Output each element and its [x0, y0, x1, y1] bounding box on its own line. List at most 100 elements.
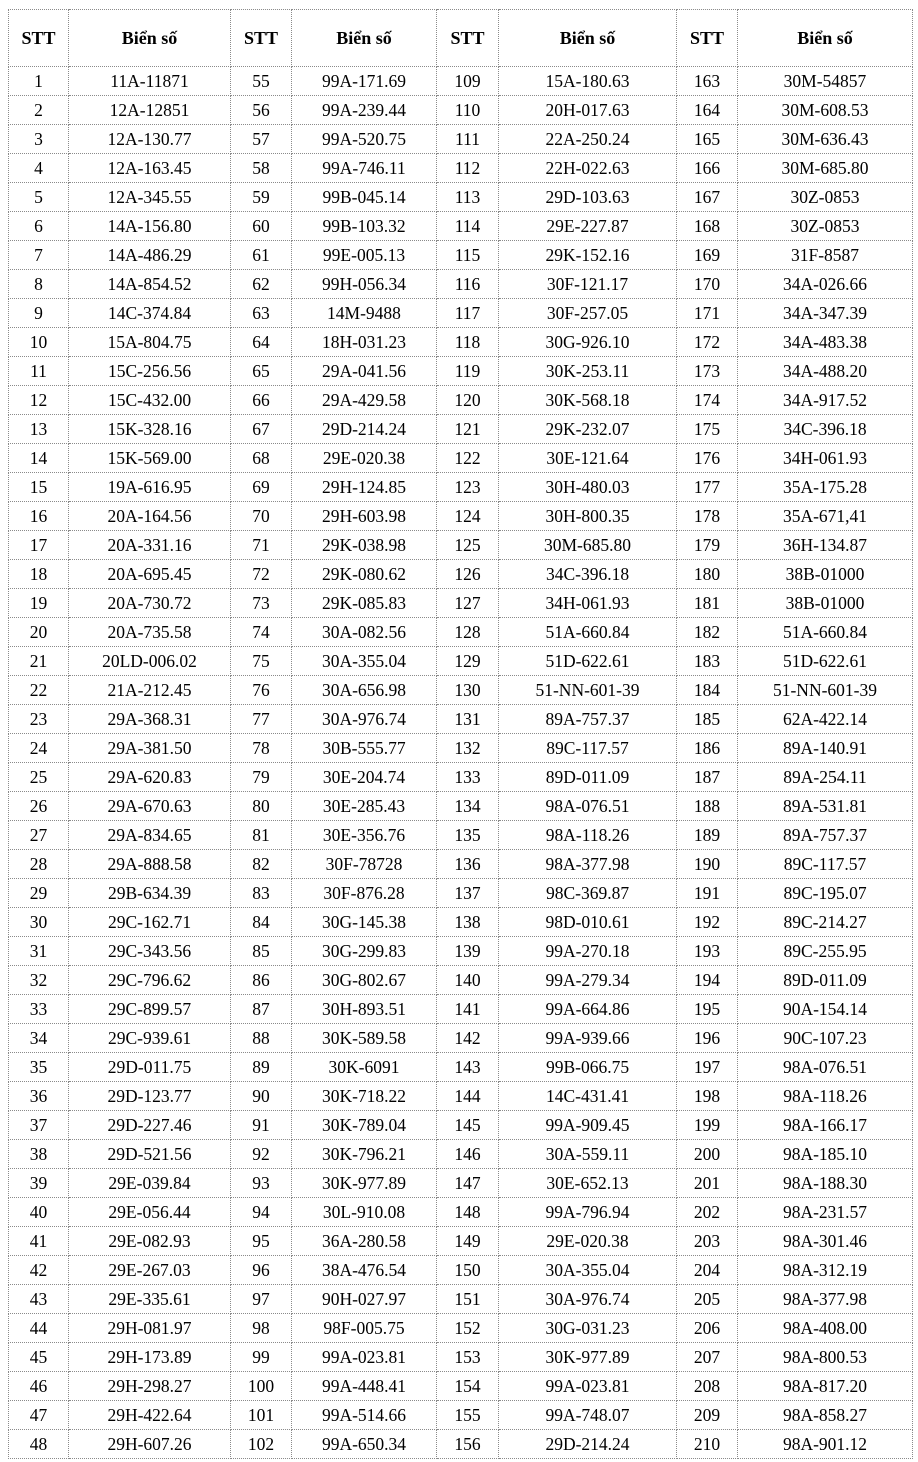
stt-cell: 146	[436, 1139, 499, 1169]
plate-cell: 30K-6091	[291, 1052, 437, 1082]
stt-cell: 56	[230, 95, 292, 125]
table-row: 25 29A-620.83 79 30E-204.74 133 89D-011.09 187…	[8, 762, 913, 792]
plate-cell: 51-NN-601-39	[498, 675, 677, 705]
stt-cell: 166	[676, 153, 738, 183]
plate-cell: 18H-031.23	[291, 327, 437, 357]
stt-cell: 191	[676, 878, 738, 908]
stt-cell: 202	[676, 1197, 738, 1227]
table-row: 6 14A-156.80 60 99B-103.32 114 29E-227.87 168 3…	[8, 211, 913, 241]
stt-cell: 93	[230, 1168, 292, 1198]
stt-cell: 69	[230, 472, 292, 502]
plate-cell: 99A-909.45	[498, 1110, 677, 1140]
header-plate: Biển số	[291, 9, 437, 67]
plate-cell: 29D-011.75	[68, 1052, 231, 1082]
stt-cell: 68	[230, 443, 292, 473]
header-plate: Biển số	[737, 9, 913, 67]
plate-cell: 30K-977.89	[498, 1342, 677, 1372]
table-row: 43 29E-335.61 97 90H-027.97 151 30A-976.74 205…	[8, 1284, 913, 1314]
stt-cell: 127	[436, 588, 499, 618]
table-row: 10 15A-804.75 64 18H-031.23 118 30G-926.10 172…	[8, 327, 913, 357]
plate-cell: 30H-800.35	[498, 501, 677, 531]
plate-cell: 14A-854.52	[68, 269, 231, 299]
plate-cell: 99A-746.11	[291, 153, 437, 183]
stt-cell: 17	[8, 530, 69, 560]
stt-cell: 123	[436, 472, 499, 502]
stt-cell: 77	[230, 704, 292, 734]
plate-cell: 99A-650.34	[291, 1429, 437, 1459]
plate-cell: 98A-188.30	[737, 1168, 913, 1198]
stt-cell: 65	[230, 356, 292, 386]
plate-cell: 38A-476.54	[291, 1255, 437, 1285]
plate-cell: 99A-239.44	[291, 95, 437, 125]
plate-cell: 29K-152.16	[498, 240, 677, 270]
plate-cell: 30A-976.74	[498, 1284, 677, 1314]
plate-cell: 30G-031.23	[498, 1313, 677, 1343]
stt-cell: 102	[230, 1429, 292, 1459]
plate-cell: 30E-652.13	[498, 1168, 677, 1198]
stt-cell: 16	[8, 501, 69, 531]
plate-cell: 98A-166.17	[737, 1110, 913, 1140]
stt-cell: 33	[8, 994, 69, 1024]
stt-cell: 21	[8, 646, 69, 676]
table-row: 42 29E-267.03 96 38A-476.54 150 30A-355.04 204…	[8, 1255, 913, 1285]
stt-cell: 88	[230, 1023, 292, 1053]
table-row: 35 29D-011.75 89 30K-6091 143 99B-066.75 197 98…	[8, 1052, 913, 1082]
plate-cell: 30G-926.10	[498, 327, 677, 357]
table-row: 37 29D-227.46 91 30K-789.04 145 99A-909.45 199…	[8, 1110, 913, 1140]
plate-cell: 30F-78728	[291, 849, 437, 879]
stt-cell: 177	[676, 472, 738, 502]
plate-cell: 99A-171.69	[291, 66, 437, 96]
plate-cell: 30K-796.21	[291, 1139, 437, 1169]
plate-cell: 99E-005.13	[291, 240, 437, 270]
plate-cell: 30E-285.43	[291, 791, 437, 821]
plate-cell: 30M-685.80	[498, 530, 677, 560]
stt-cell: 111	[436, 124, 499, 154]
plate-cell: 34A-026.66	[737, 269, 913, 299]
plate-cell: 29H-422.64	[68, 1400, 231, 1430]
plate-cell: 12A-12851	[68, 95, 231, 125]
stt-cell: 165	[676, 124, 738, 154]
plate-cell: 12A-163.45	[68, 153, 231, 183]
table-row: 36 29D-123.77 90 30K-718.22 144 14C-431.41 198…	[8, 1081, 913, 1111]
plate-cell: 98A-312.19	[737, 1255, 913, 1285]
stt-cell: 125	[436, 530, 499, 560]
stt-cell: 39	[8, 1168, 69, 1198]
stt-cell: 152	[436, 1313, 499, 1343]
plate-cell: 29H-124.85	[291, 472, 437, 502]
stt-cell: 27	[8, 820, 69, 850]
plate-cell: 20A-164.56	[68, 501, 231, 531]
stt-cell: 74	[230, 617, 292, 647]
table-row: 28 29A-888.58 82 30F-78728 136 98A-377.98 190 8…	[8, 849, 913, 879]
plate-cell: 30M-608.53	[737, 95, 913, 125]
plate-cell: 30A-656.98	[291, 675, 437, 705]
stt-cell: 98	[230, 1313, 292, 1343]
plate-cell: 29A-429.58	[291, 385, 437, 415]
plate-cell: 29E-335.61	[68, 1284, 231, 1314]
plate-cell: 51D-622.61	[737, 646, 913, 676]
plate-cell: 29D-123.77	[68, 1081, 231, 1111]
table-body: 1 11A-11871 55 99A-171.69 109 15A-180.63 163 30…	[8, 66, 913, 1459]
plate-cell: 30G-145.38	[291, 907, 437, 937]
plate-cell: 98F-005.75	[291, 1313, 437, 1343]
stt-cell: 1	[8, 66, 69, 96]
plate-cell: 20A-730.72	[68, 588, 231, 618]
stt-cell: 149	[436, 1226, 499, 1256]
stt-cell: 2	[8, 95, 69, 125]
table-row: 3 12A-130.77 57 99A-520.75 111 22A-250.24 165 3…	[8, 124, 913, 154]
stt-cell: 135	[436, 820, 499, 850]
stt-cell: 67	[230, 414, 292, 444]
stt-cell: 94	[230, 1197, 292, 1227]
stt-cell: 124	[436, 501, 499, 531]
stt-cell: 79	[230, 762, 292, 792]
plate-cell: 36A-280.58	[291, 1226, 437, 1256]
plate-cell: 11A-11871	[68, 66, 231, 96]
plate-cell: 98A-800.53	[737, 1342, 913, 1372]
table-row: 20 20A-735.58 74 30A-082.56 128 51A-660.84 182…	[8, 617, 913, 647]
stt-cell: 44	[8, 1313, 69, 1343]
stt-cell: 151	[436, 1284, 499, 1314]
stt-cell: 156	[436, 1429, 499, 1459]
stt-cell: 99	[230, 1342, 292, 1372]
stt-cell: 195	[676, 994, 738, 1024]
stt-cell: 64	[230, 327, 292, 357]
stt-cell: 75	[230, 646, 292, 676]
